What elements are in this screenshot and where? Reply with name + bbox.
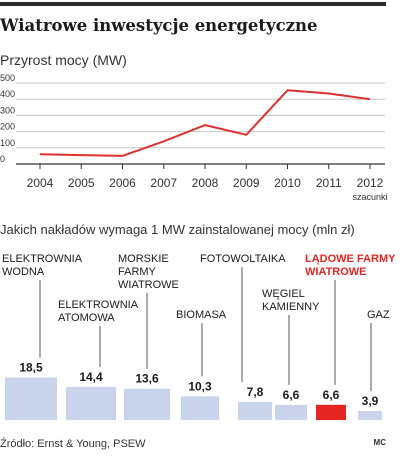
bar-category-label: FARMY	[118, 266, 157, 278]
series-line	[39, 89, 371, 157]
page-title: Wiatrowe inwestycje energetyczne	[0, 16, 318, 35]
bar	[358, 411, 382, 420]
y-tick-label: 400	[0, 89, 15, 99]
y-tick-label: 300	[0, 105, 15, 115]
bar-category-label: ATOMOWA	[58, 312, 115, 324]
source-note: Źródło: Ernst & Young, PSEW	[0, 438, 146, 450]
bar-value-label: 3,9	[362, 394, 379, 408]
bar-category-label: WIATROWE	[305, 266, 367, 278]
estimate-note: szacunki	[352, 192, 387, 202]
bar-value-label: 6,6	[323, 388, 340, 402]
bar-value-label: 13,6	[135, 372, 159, 386]
bar	[66, 386, 116, 420]
bar-category-label: ELEKTROWNIA	[58, 299, 139, 311]
bar-category-label: GAZ	[367, 309, 390, 321]
bar-category-label: MORSKIE	[118, 253, 169, 265]
x-tick-label: 2007	[150, 176, 177, 190]
x-tick-label: 2008	[192, 176, 219, 190]
bar	[5, 377, 57, 420]
bar-category-label: BIOMASA	[176, 309, 227, 321]
y-tick-label: 0	[0, 154, 5, 164]
x-tick-label: 2009	[233, 176, 260, 190]
bar-chart: 18,5ELEKTROWNIAWODNA14,4ELEKTROWNIAATOMO…	[2, 253, 396, 420]
bar-value-label: 10,3	[188, 379, 212, 393]
x-tick-label: 2010	[274, 176, 301, 190]
bar-category-label: ELEKTROWNIA	[2, 253, 83, 265]
y-tick-label: 200	[0, 122, 15, 132]
x-tick-label: 2011	[316, 176, 342, 190]
bar-value-label: 14,4	[79, 370, 103, 384]
bar-category-label: WĘGIEL	[262, 288, 305, 300]
x-tick-label: 2012	[357, 176, 384, 190]
x-tick-label: 2006	[109, 176, 136, 190]
bar	[316, 404, 346, 420]
bar-category-label: WODNA	[2, 266, 45, 278]
bar-chart-title: Jakich nakładów wymaga 1 MW zainstalowan…	[0, 222, 355, 237]
author-credit: MC	[373, 438, 386, 447]
bar-category-label: LĄDOWE FARMY	[305, 253, 396, 265]
bar	[238, 402, 272, 420]
bar-value-label: 7,8	[247, 385, 264, 399]
bar	[181, 396, 219, 420]
bar-category-label: KAMIENNY	[262, 301, 320, 313]
top-rule	[0, 2, 386, 6]
y-tick-label: 500	[0, 73, 15, 83]
y-tick-label: 100	[0, 138, 15, 148]
bar-category-label: WIATROWE	[118, 279, 179, 291]
bar-category-label: FOTOWOLTAIKA	[200, 253, 286, 265]
bar	[275, 404, 307, 420]
x-tick-label: 2004	[27, 176, 54, 190]
bar-value-label: 6,6	[283, 388, 300, 402]
line-chart-title: Przyrost mocy (MW)	[0, 52, 127, 68]
bar-value-label: 18,5	[19, 360, 43, 374]
x-tick-label: 2005	[68, 176, 95, 190]
bar	[124, 388, 170, 420]
line-chart: 0 100 200 300 400 500 2004 2005 2006 2007 2008 2009…	[0, 73, 388, 202]
